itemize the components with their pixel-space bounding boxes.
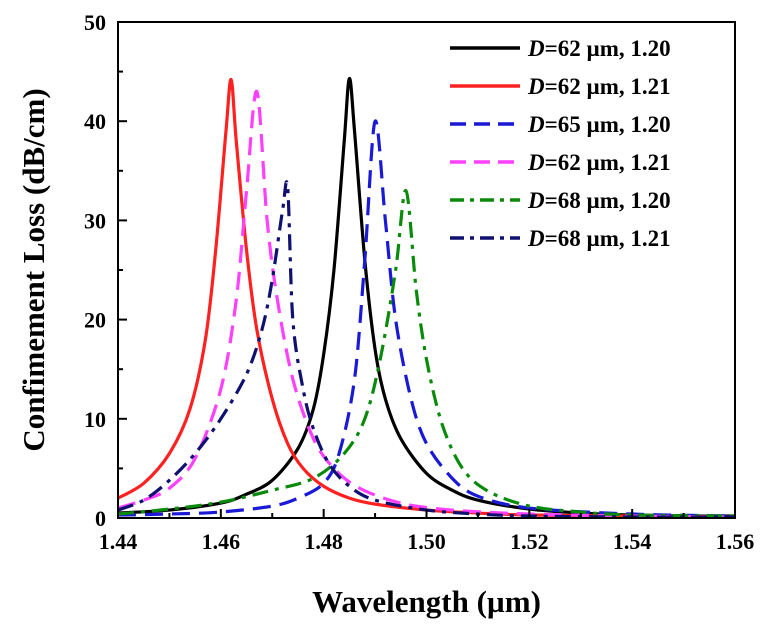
series-line-5 (118, 189, 735, 518)
legend-label-1: D=62 µm, 1.20 (527, 36, 671, 61)
legend-label-4: D=62 µm, 1.21 (527, 150, 671, 175)
legend-label-rest: =65 µm, 1.20 (545, 112, 671, 137)
x-axis-title: Wavelength (µm) (312, 584, 541, 619)
legend-label-var: D (527, 112, 545, 137)
legend-label-rest: =62 µm, 1.20 (545, 36, 671, 61)
y-axis-title: Confimement Loss (dB/cm) (16, 88, 51, 451)
legend-label-5: D=68 µm, 1.20 (527, 188, 671, 213)
series-line-3 (118, 119, 735, 518)
y-tick-label: 10 (84, 407, 106, 432)
legend-label-var: D (527, 150, 545, 175)
x-tick-label: 1.46 (202, 529, 241, 554)
legend-label-rest: =62 µm, 1.21 (545, 150, 671, 175)
x-tick-label: 1.50 (407, 529, 446, 554)
y-tick-label: 0 (95, 506, 106, 531)
x-tick-label: 1.44 (99, 529, 138, 554)
x-tick-label: 1.48 (304, 529, 343, 554)
y-tick-label: 40 (84, 109, 106, 134)
legend-label-var: D (527, 188, 545, 213)
legend-label-var: D (527, 226, 545, 251)
legend-label-var: D (527, 74, 545, 99)
legend-label-rest: =62 µm, 1.21 (545, 74, 671, 99)
legend: D=62 µm, 1.20D=62 µm, 1.21D=65 µm, 1.20D… (450, 36, 671, 251)
y-tick-label: 30 (84, 208, 106, 233)
legend-label-6: D=68 µm, 1.21 (527, 226, 671, 251)
x-tick-label: 1.52 (510, 529, 549, 554)
x-tick-label: 1.56 (716, 529, 755, 554)
legend-label-2: D=62 µm, 1.21 (527, 74, 671, 99)
legend-label-rest: =68 µm, 1.21 (545, 226, 671, 251)
y-tick-label: 20 (84, 308, 106, 333)
y-tick-label: 50 (84, 10, 106, 35)
legend-label-3: D=65 µm, 1.20 (527, 112, 671, 137)
legend-label-var: D (527, 36, 545, 61)
ticks-layer: 1.44 1.46 1.48 1.50 1.52 1.54 1.56 0 10 20 30 40 50 (84, 10, 754, 554)
x-tick-label: 1.54 (613, 529, 652, 554)
legend-label-rest: =68 µm, 1.20 (545, 188, 671, 213)
